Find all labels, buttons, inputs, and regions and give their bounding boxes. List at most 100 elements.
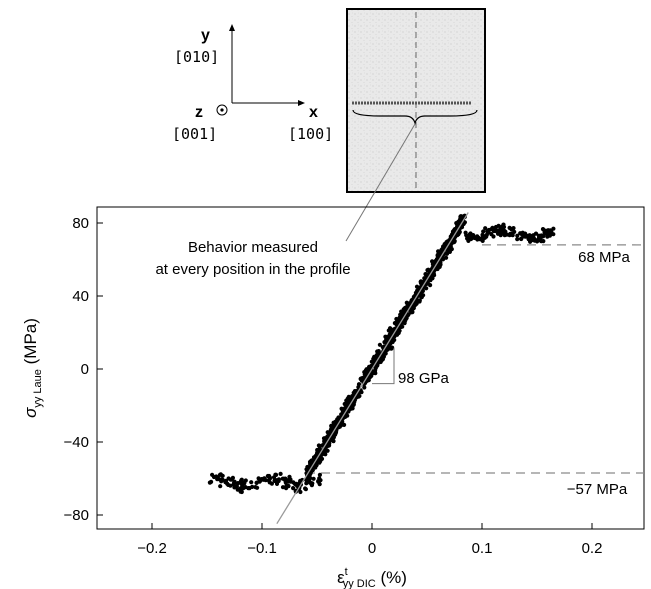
- data-point: [284, 486, 289, 491]
- data-point: [339, 406, 344, 411]
- data-point: [226, 482, 231, 487]
- data-point: [315, 451, 320, 456]
- data-point: [239, 478, 244, 483]
- callout-line: [345, 123, 416, 242]
- data-point: [482, 235, 487, 240]
- data-point: [437, 264, 442, 269]
- data-point: [540, 227, 546, 232]
- data-point: [403, 318, 408, 323]
- data-point: [219, 479, 224, 484]
- data-point: [507, 225, 512, 230]
- data-point: [432, 273, 437, 278]
- data-point: [489, 232, 494, 237]
- data-point: [497, 231, 503, 236]
- data-point: [249, 480, 254, 485]
- data-point: [399, 310, 405, 315]
- data-point: [274, 481, 280, 486]
- data-point: [394, 321, 399, 326]
- data-point: [387, 342, 392, 347]
- lower-stress-label: −57 MPa: [567, 481, 628, 498]
- data-point: [255, 485, 260, 490]
- data-point: [526, 237, 531, 242]
- data-point: [257, 479, 262, 484]
- data-point: [533, 231, 539, 236]
- data-point: [262, 476, 267, 482]
- data-point: [349, 406, 354, 411]
- z-axis-label: z: [195, 104, 203, 121]
- slope-triangle: [372, 347, 395, 385]
- data-point: [463, 230, 468, 235]
- data-point: [327, 441, 332, 446]
- y-axis-label: y: [201, 27, 210, 44]
- y-arrowhead: [229, 24, 235, 31]
- data-point: [444, 240, 449, 245]
- data-point: [215, 475, 220, 480]
- data-point: [358, 376, 363, 381]
- data-point: [218, 484, 223, 489]
- data-point: [542, 231, 547, 236]
- data-point: [336, 417, 341, 422]
- data-point: [440, 246, 445, 251]
- z-out-of-plane-icon: [216, 104, 228, 116]
- data-point: [313, 462, 319, 468]
- data-point: [469, 236, 474, 242]
- data-point: [311, 476, 316, 481]
- data-point: [269, 481, 274, 486]
- y-tick-label: 0: [81, 361, 89, 378]
- data-point: [329, 423, 334, 428]
- data-point: [283, 478, 288, 483]
- data-point: [320, 452, 325, 457]
- x-tick-label: −0.1: [247, 540, 277, 557]
- sample-body: [346, 8, 486, 193]
- data-point: [317, 444, 322, 449]
- data-point: [484, 232, 489, 237]
- data-point: [465, 235, 470, 240]
- data-point: [491, 226, 496, 231]
- data-point: [319, 456, 325, 461]
- data-point: [538, 235, 544, 240]
- modulus-label: 98 GPa: [398, 370, 450, 387]
- data-point: [376, 349, 381, 354]
- data-point: [286, 478, 291, 483]
- data-point: [409, 308, 414, 313]
- data-point: [519, 236, 524, 242]
- y-tick-label: −80: [64, 507, 89, 524]
- x-tick-label: 0: [368, 540, 376, 557]
- data-point: [531, 235, 536, 240]
- data-point: [223, 478, 229, 483]
- data-point: [498, 225, 503, 231]
- data-point: [551, 226, 556, 231]
- data-point: [541, 239, 546, 244]
- data-point: [478, 237, 483, 242]
- data-point: [356, 382, 362, 387]
- data-point: [475, 234, 480, 239]
- behavior-annotation-line2: at every position in the profile: [155, 261, 350, 278]
- x-arrowhead: [298, 100, 305, 106]
- data-point: [273, 472, 278, 477]
- data-point: [511, 226, 516, 231]
- data-point: [218, 472, 223, 477]
- z-axis-index: [001]: [172, 125, 217, 143]
- data-point: [316, 479, 321, 484]
- data-point: [323, 448, 328, 454]
- y-tick-label: −40: [64, 434, 89, 451]
- data-point: [430, 276, 435, 281]
- data-point: [232, 485, 237, 490]
- data-point: [345, 402, 350, 407]
- x-tick-label: −0.2: [137, 540, 167, 557]
- data-point: [515, 233, 520, 238]
- data-point: [481, 229, 486, 234]
- data-point: [416, 285, 421, 291]
- data-point: [383, 351, 388, 356]
- y-ticks: −80 −40 0 40 80: [64, 215, 103, 524]
- data-point: [483, 226, 488, 231]
- data-point: [250, 484, 255, 489]
- data-point: [298, 478, 303, 483]
- data-point: [278, 471, 283, 476]
- data-point: [434, 257, 439, 262]
- data-point: [467, 232, 473, 237]
- y-tick-label: 40: [72, 288, 89, 305]
- data-point: [435, 253, 440, 258]
- data-point: [369, 359, 374, 364]
- data-point: [447, 247, 452, 252]
